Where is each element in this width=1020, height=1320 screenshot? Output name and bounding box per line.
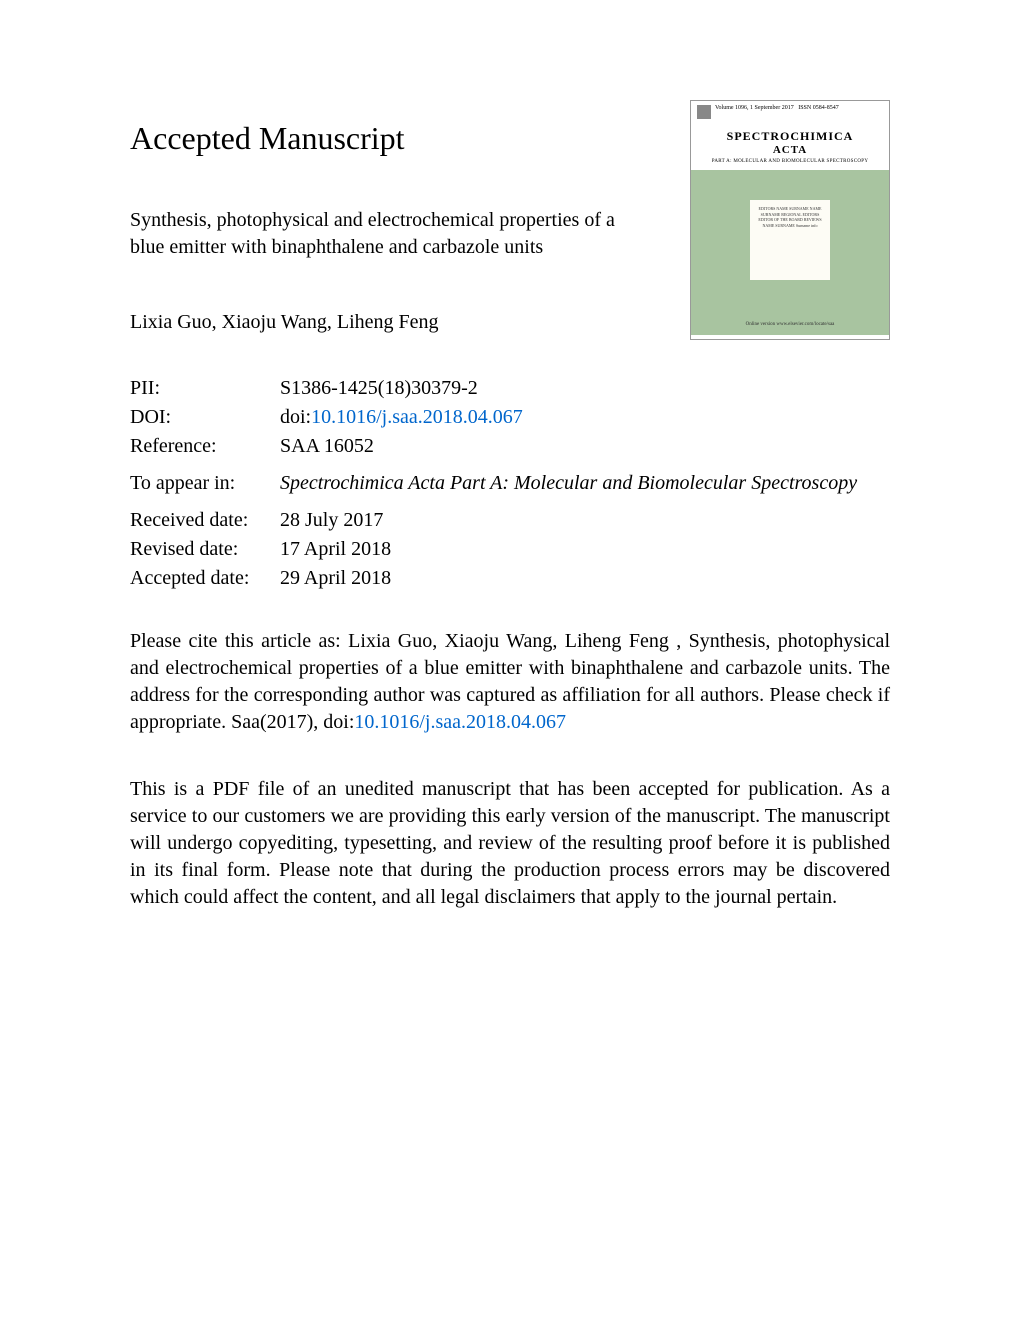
journal-title-line1: SPECTROCHIMICA [695, 129, 885, 144]
journal-title-line2: ACTA [695, 144, 885, 156]
table-row: To appear in: Spectrochimica Acta Part A… [130, 469, 857, 498]
journal-cover-thumbnail: Volume 1096, 1 September 2017 ISSN 0584-… [690, 100, 890, 340]
pii-label: PII: [130, 374, 280, 403]
disclaimer-paragraph: This is a PDF file of an unedited manusc… [130, 776, 890, 911]
table-separator [130, 498, 857, 506]
pii-value: S1386-1425(18)30379-2 [280, 374, 857, 403]
table-row: DOI: doi:10.1016/j.saa.2018.04.067 [130, 403, 857, 432]
journal-title-block: SPECTROCHIMICA ACTA PART A: MOLECULAR AN… [691, 123, 889, 170]
journal-editors-panel: EDITORS NAME SURNAME NAME SURNAME REGION… [750, 200, 830, 280]
doi-label: DOI: [130, 403, 280, 432]
accepted-value: 29 April 2018 [280, 564, 857, 593]
received-label: Received date: [130, 506, 280, 535]
table-row: Reference: SAA 16052 [130, 432, 857, 461]
article-title: Synthesis, photophysical and electrochem… [130, 207, 640, 261]
journal-cover-header: Volume 1096, 1 September 2017 ISSN 0584-… [691, 101, 889, 123]
table-row: Accepted date: 29 April 2018 [130, 564, 857, 593]
citation-doi-link[interactable]: 10.1016/j.saa.2018.04.067 [354, 711, 566, 733]
table-row: PII: S1386-1425(18)30379-2 [130, 374, 857, 403]
elsevier-logo-icon [697, 105, 711, 119]
to-appear-label: To appear in: [130, 469, 280, 498]
journal-cover-body: EDITORS NAME SURNAME NAME SURNAME REGION… [691, 170, 889, 335]
revised-label: Revised date: [130, 535, 280, 564]
citation-paragraph: Please cite this article as: Lixia Guo, … [130, 628, 890, 736]
reference-label: Reference: [130, 432, 280, 461]
doi-value: doi:10.1016/j.saa.2018.04.067 [280, 403, 857, 432]
accepted-label: Accepted date: [130, 564, 280, 593]
table-separator [130, 461, 857, 469]
received-value: 28 July 2017 [280, 506, 857, 535]
doi-link[interactable]: 10.1016/j.saa.2018.04.067 [311, 406, 523, 428]
reference-value: SAA 16052 [280, 432, 857, 461]
table-row: Received date: 28 July 2017 [130, 506, 857, 535]
journal-subtitle: PART A: MOLECULAR AND BIOMOLECULAR SPECT… [695, 159, 885, 164]
to-appear-value: Spectrochimica Acta Part A: Molecular an… [280, 469, 857, 498]
revised-value: 17 April 2018 [280, 535, 857, 564]
table-row: Revised date: 17 April 2018 [130, 535, 857, 564]
metadata-table: PII: S1386-1425(18)30379-2 DOI: doi:10.1… [130, 374, 857, 593]
journal-volume-info: Volume 1096, 1 September 2017 ISSN 0584-… [715, 105, 839, 111]
journal-cover-footer: Online version www.elsevier.com/locate/s… [691, 318, 889, 331]
